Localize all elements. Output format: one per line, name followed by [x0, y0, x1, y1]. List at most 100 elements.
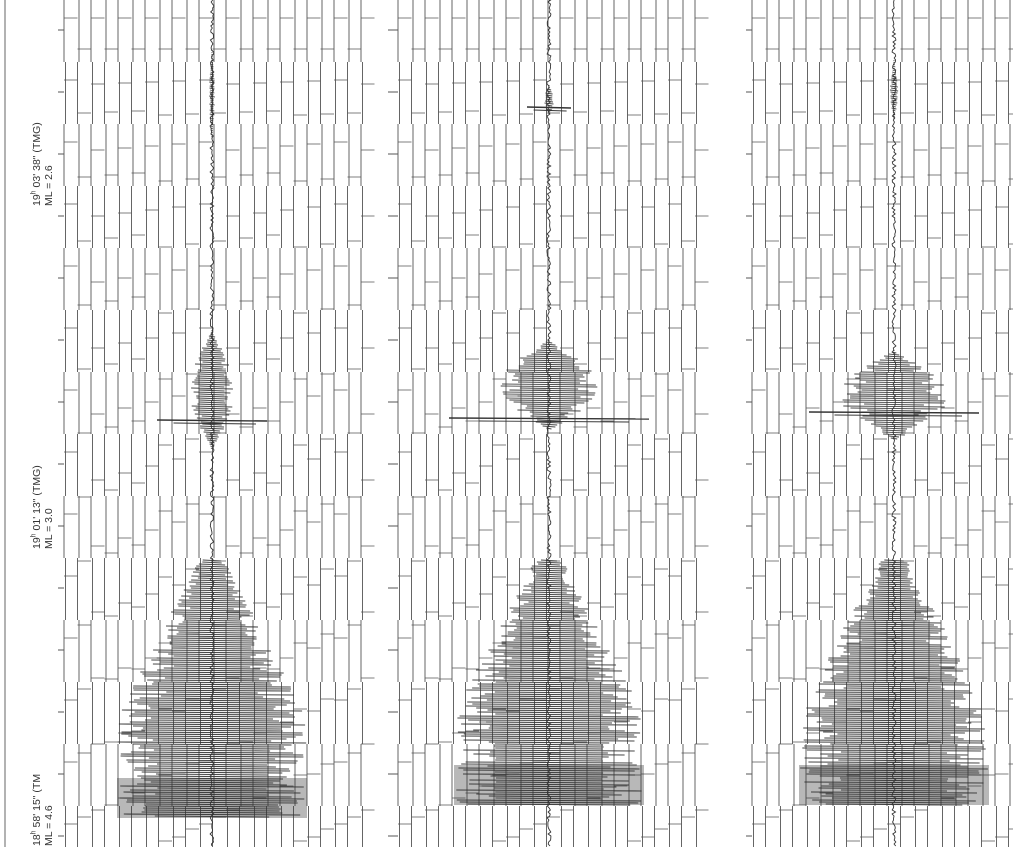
grid-line: [519, 0, 522, 847]
grid-line: [694, 0, 697, 847]
event-coda: [456, 559, 642, 806]
event-label-2: 19h 01' 13" (TMG) ML = 3.0: [30, 465, 56, 549]
minute-tick: [91, 17, 105, 811]
grid-line: [424, 0, 427, 847]
grid-line: [681, 0, 684, 847]
saturated-band: [454, 765, 644, 805]
grid-line: [478, 0, 481, 847]
phase-arrival: [808, 411, 980, 414]
event-magnitude-3: ML = 4.6: [43, 805, 55, 846]
grid-line: [320, 0, 323, 847]
seismogram-panel-right: [746, 0, 1013, 847]
grid-line: [198, 0, 201, 847]
seismic-trace: [799, 0, 989, 847]
phase-arrival: [156, 419, 268, 422]
phase-arrival: [173, 422, 257, 425]
grid-line: [185, 0, 188, 847]
grid-line: [77, 0, 80, 847]
minute-tick: [779, 17, 793, 811]
minute-tick: [280, 17, 294, 787]
minute-tick: [765, 48, 779, 818]
grid-line: [778, 0, 781, 847]
event-time-2: 19h 01' 13" (TMG): [30, 465, 44, 549]
seismic-trace: [448, 0, 650, 847]
minute-tick: [347, 48, 361, 818]
minute-tick: [654, 48, 668, 830]
phase-arrival: [834, 414, 963, 417]
event-burst: [800, 559, 988, 806]
seismogram-panel-middle: [388, 0, 709, 847]
phase-arrival: [526, 106, 572, 109]
minute-tick: [452, 17, 466, 799]
grid-line: [654, 0, 657, 847]
event-coda: [117, 559, 307, 818]
minute-tick: [479, 17, 493, 787]
grid-line: [765, 0, 768, 847]
minute-tick: [846, 48, 860, 842]
edge-tick: [388, 29, 398, 837]
event-coda: [191, 330, 233, 450]
grid-line: [751, 0, 754, 847]
event-burst: [191, 330, 233, 450]
grid-line: [640, 0, 643, 847]
grid-line: [63, 0, 66, 847]
event-burst: [500, 340, 598, 430]
event-burst: [456, 559, 642, 806]
minute-tick: [914, 17, 928, 811]
saturated-band: [799, 765, 989, 805]
minute-tick: [465, 48, 479, 794]
grid-line: [171, 0, 174, 847]
event-time-1: 19h 03' 38" (TMG): [30, 122, 44, 206]
minute-tick: [641, 17, 655, 838]
event-coda: [800, 559, 988, 806]
grid-line: [117, 0, 120, 847]
minute-tick: [118, 17, 132, 799]
minute-tick: [681, 48, 695, 818]
minute-tick: [361, 17, 375, 811]
minute-tick: [104, 48, 118, 806]
grid-line: [532, 0, 535, 847]
minute-tick: [226, 17, 240, 811]
grid-line: [819, 0, 822, 847]
grid-line: [873, 0, 876, 847]
grid-line: [347, 0, 350, 847]
minute-tick: [334, 17, 348, 825]
grid-line: [792, 0, 795, 847]
grid-line: [667, 0, 670, 847]
edge-tick: [746, 29, 752, 837]
grid-line: [805, 0, 808, 847]
grid-line: [306, 0, 309, 847]
grid-line: [144, 0, 147, 847]
minute-tick: [131, 48, 145, 794]
grid-line: [994, 0, 997, 847]
event-magnitude-2: ML = 3.0: [43, 508, 55, 549]
edge-tick: [58, 29, 64, 837]
event-burst: [117, 559, 307, 818]
grid-line: [438, 0, 441, 847]
grid-line: [279, 0, 282, 847]
event-coda: [500, 340, 598, 430]
minute-tick: [320, 48, 334, 830]
grid-line: [859, 0, 862, 847]
minute-tick: [492, 48, 506, 842]
minute-tick: [158, 48, 172, 842]
event-burst: [889, 60, 899, 120]
grid-line: [832, 0, 835, 847]
grid-line: [333, 0, 336, 847]
minute-tick: [981, 48, 995, 842]
minute-tick: [411, 48, 425, 818]
minute-tick: [819, 48, 833, 794]
event-coda: [209, 50, 215, 140]
phase-arrival: [478, 420, 630, 423]
minute-tick: [293, 48, 307, 842]
saturated-band: [117, 778, 307, 818]
grid-line: [104, 0, 107, 847]
minute-tick: [614, 17, 628, 787]
minute-tick: [307, 17, 321, 838]
event-coda: [889, 60, 899, 120]
grid-line: [360, 0, 363, 847]
minute-tick: [792, 48, 806, 806]
minute-tick: [806, 17, 820, 799]
minute-tick: [438, 48, 452, 806]
